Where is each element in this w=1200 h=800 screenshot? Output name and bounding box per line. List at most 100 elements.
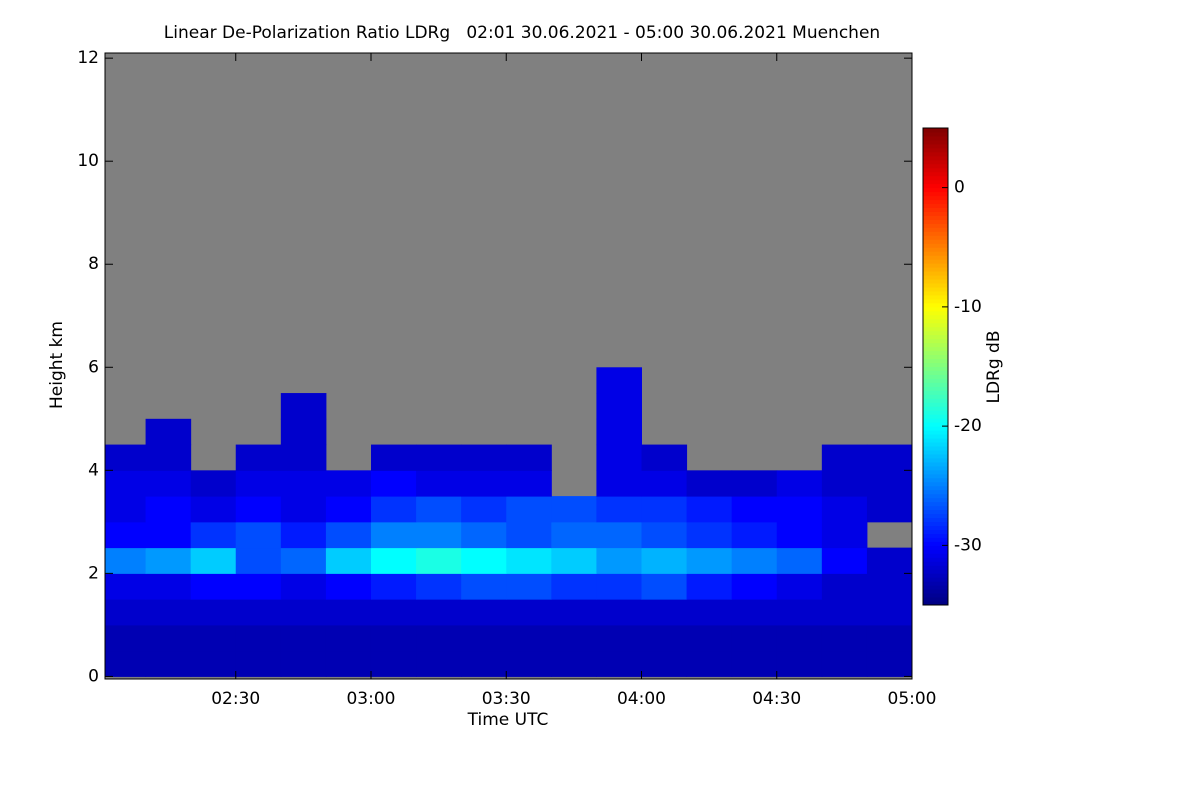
heatmap-cell — [325, 624, 372, 652]
x-tick-label: 05:00 — [888, 689, 937, 709]
colorbar-segment — [923, 306, 948, 312]
heatmap-cell — [821, 521, 868, 549]
colorbar-segment — [923, 147, 948, 153]
colorbar-frame — [922, 127, 949, 606]
colorbar-segment — [923, 561, 948, 566]
heatmap-cell — [731, 650, 778, 677]
heatmap-cell — [686, 496, 733, 523]
heatmap-cell — [596, 418, 642, 446]
heatmap-cell — [370, 496, 417, 523]
heatmap-cell — [416, 599, 462, 626]
heatmap-cell — [596, 444, 642, 471]
colorbar-segment — [923, 346, 948, 352]
colorbar-segment — [923, 207, 948, 212]
colorbar-segment — [923, 143, 948, 149]
heatmap-cell — [596, 496, 642, 523]
colorbar-segment — [923, 159, 948, 165]
heatmap-cell — [105, 624, 147, 652]
heatmap-cell — [280, 624, 327, 652]
heatmap-cell — [551, 496, 597, 523]
heatmap-cell — [686, 573, 733, 600]
colorbar-segment — [923, 537, 948, 542]
y-tick-label: 4 — [88, 460, 99, 480]
colorbar-segment — [923, 438, 948, 443]
heatmap-cell — [641, 650, 688, 677]
heatmap-cell — [325, 599, 372, 626]
colorbar-segment — [923, 350, 948, 356]
colorbar-segment — [923, 589, 948, 594]
heatmap-cell — [641, 547, 688, 574]
colorbar-tick-label: -30 — [954, 535, 982, 555]
colorbar-segment — [923, 191, 948, 197]
colorbar-segment — [923, 549, 948, 554]
heatmap-cell — [280, 418, 327, 446]
x-tick-label: 02:30 — [211, 689, 260, 709]
colorbar-tick-label: -20 — [954, 416, 982, 436]
heatmap-cell — [325, 547, 372, 574]
colorbar-segment — [923, 139, 948, 145]
heatmap-cell — [190, 624, 237, 652]
y-tick-label: 2 — [88, 563, 99, 583]
x-tick-label: 03:00 — [346, 689, 395, 709]
heatmap-cell — [551, 599, 597, 626]
colorbar-segment — [923, 597, 948, 602]
colorbar-segment — [923, 235, 948, 240]
colorbar-segment — [923, 243, 948, 248]
colorbar-segment — [923, 366, 948, 371]
colorbar-segment — [923, 593, 948, 598]
colorbar-segment — [923, 485, 948, 491]
colorbar-segment — [923, 390, 948, 395]
heatmap-cell — [105, 573, 147, 600]
heatmap-cell — [105, 547, 147, 574]
colorbar-segment — [923, 386, 948, 391]
heatmap-cell — [821, 444, 868, 471]
colorbar-tick-label: 0 — [954, 178, 965, 198]
heatmap-cell — [641, 599, 688, 626]
colorbar-segment — [923, 318, 948, 324]
colorbar-segment — [923, 553, 948, 558]
colorbar-segment — [923, 374, 948, 379]
heatmap-cell — [280, 599, 327, 626]
colorbar-segment — [923, 442, 948, 447]
colorbar-segment — [923, 509, 948, 515]
heatmap-cell — [325, 650, 372, 677]
colorbar-segment — [923, 402, 948, 407]
heatmap-cell — [370, 573, 417, 600]
heatmap-cell — [641, 624, 688, 652]
heatmap-cell — [235, 624, 282, 652]
x-tick-label: 04:30 — [752, 689, 801, 709]
heatmap-cell — [370, 547, 417, 574]
heatmap-cell — [325, 496, 372, 523]
heatmap-cell — [145, 418, 192, 446]
heatmap-cell — [145, 496, 192, 523]
colorbar-segment — [923, 259, 948, 264]
heatmap-cell — [235, 496, 282, 523]
colorbar-segment — [923, 521, 948, 526]
heatmap-cell — [551, 650, 597, 677]
colorbar-segment — [923, 271, 948, 276]
heatmap-cell — [370, 521, 417, 549]
heatmap-cell — [370, 470, 417, 497]
colorbar-segment — [923, 418, 948, 423]
heatmap-cell — [461, 547, 507, 574]
colorbar-label: LDRg dB — [984, 330, 1004, 403]
heatmap-cell — [370, 444, 417, 471]
heatmap-cell — [821, 650, 868, 677]
heatmap-cell — [731, 521, 778, 549]
heatmap-cell — [370, 599, 417, 626]
heatmap-cell — [821, 599, 868, 626]
heatmap-cell — [145, 650, 192, 677]
heatmap-cell — [731, 573, 778, 600]
colorbar-segment — [923, 453, 948, 459]
heatmap-cell — [190, 496, 237, 523]
heatmap-cell — [596, 393, 642, 420]
colorbar-segment — [923, 457, 948, 463]
x-tick-label: 04:00 — [617, 689, 666, 709]
colorbar-segment — [923, 263, 948, 268]
heatmap-cell — [506, 599, 552, 626]
heatmap-cell — [105, 521, 147, 549]
heatmap-cell — [506, 444, 552, 471]
colorbar-segment — [923, 199, 948, 205]
colorbar-segment — [923, 219, 948, 224]
